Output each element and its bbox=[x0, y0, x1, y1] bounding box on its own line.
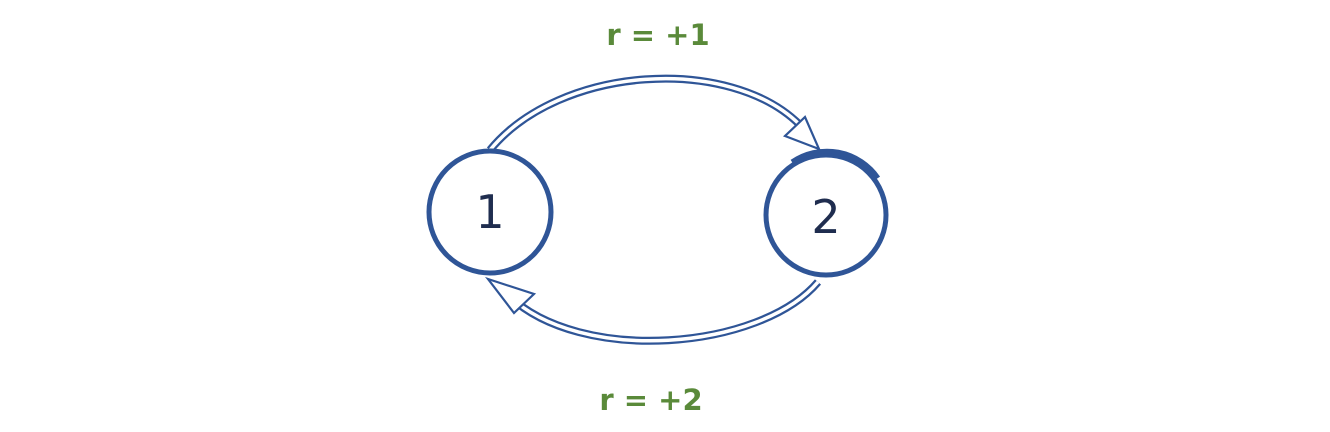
edge-2-to-1-reward-label: r = +2 bbox=[599, 383, 702, 417]
state-node-2-label: 2 bbox=[811, 190, 840, 244]
state-node-1-label: 1 bbox=[475, 185, 504, 239]
edge-1-to-2-reward-label: r = +1 bbox=[606, 18, 709, 52]
state-node-2: 2 bbox=[763, 148, 889, 278]
arrowhead-left-icon bbox=[484, 276, 537, 315]
arrowhead-right-icon bbox=[782, 115, 822, 151]
edge-1-to-2 bbox=[486, 74, 822, 153]
edge-2-to-1 bbox=[484, 276, 822, 345]
state-node-1: 1 bbox=[426, 148, 554, 276]
